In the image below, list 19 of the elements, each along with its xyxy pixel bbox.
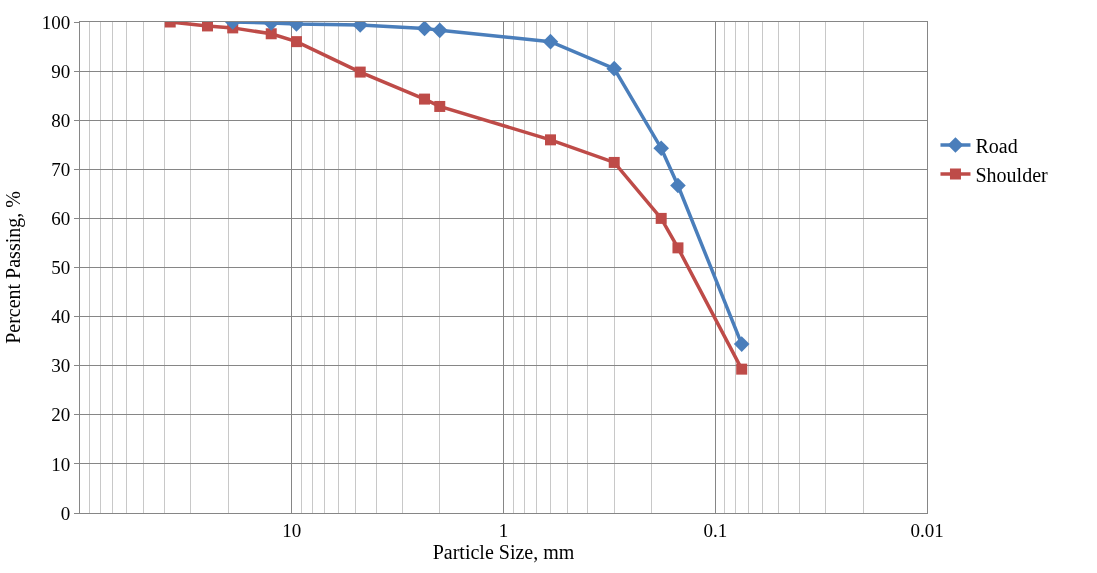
y-tick-label: 60: [51, 208, 71, 230]
y-axis-title: Percent Passing, %: [2, 191, 26, 344]
x-tick-label: 0.01: [910, 519, 944, 541]
y-tick-label: 90: [51, 60, 71, 82]
y-tick-label: 0: [60, 502, 71, 524]
legend-label: Shoulder: [975, 163, 1049, 186]
y-tick-label: 10: [51, 453, 71, 475]
x-tick-label: 1: [498, 519, 509, 541]
y-tick-label: 100: [41, 11, 71, 33]
x-tick-label: 10: [282, 519, 302, 541]
y-tick-label: 40: [51, 306, 71, 328]
y-tick-label: 50: [51, 257, 71, 279]
x-axis-title: Particle Size, mm: [432, 540, 575, 563]
legend-label: Road: [975, 134, 1018, 157]
y-tick-label: 20: [51, 404, 71, 426]
x-tick-label: 0.1: [703, 519, 728, 541]
y-tick-label: 80: [51, 109, 71, 131]
y-tick-label: 70: [51, 158, 71, 180]
y-tick-label: 30: [51, 355, 71, 377]
